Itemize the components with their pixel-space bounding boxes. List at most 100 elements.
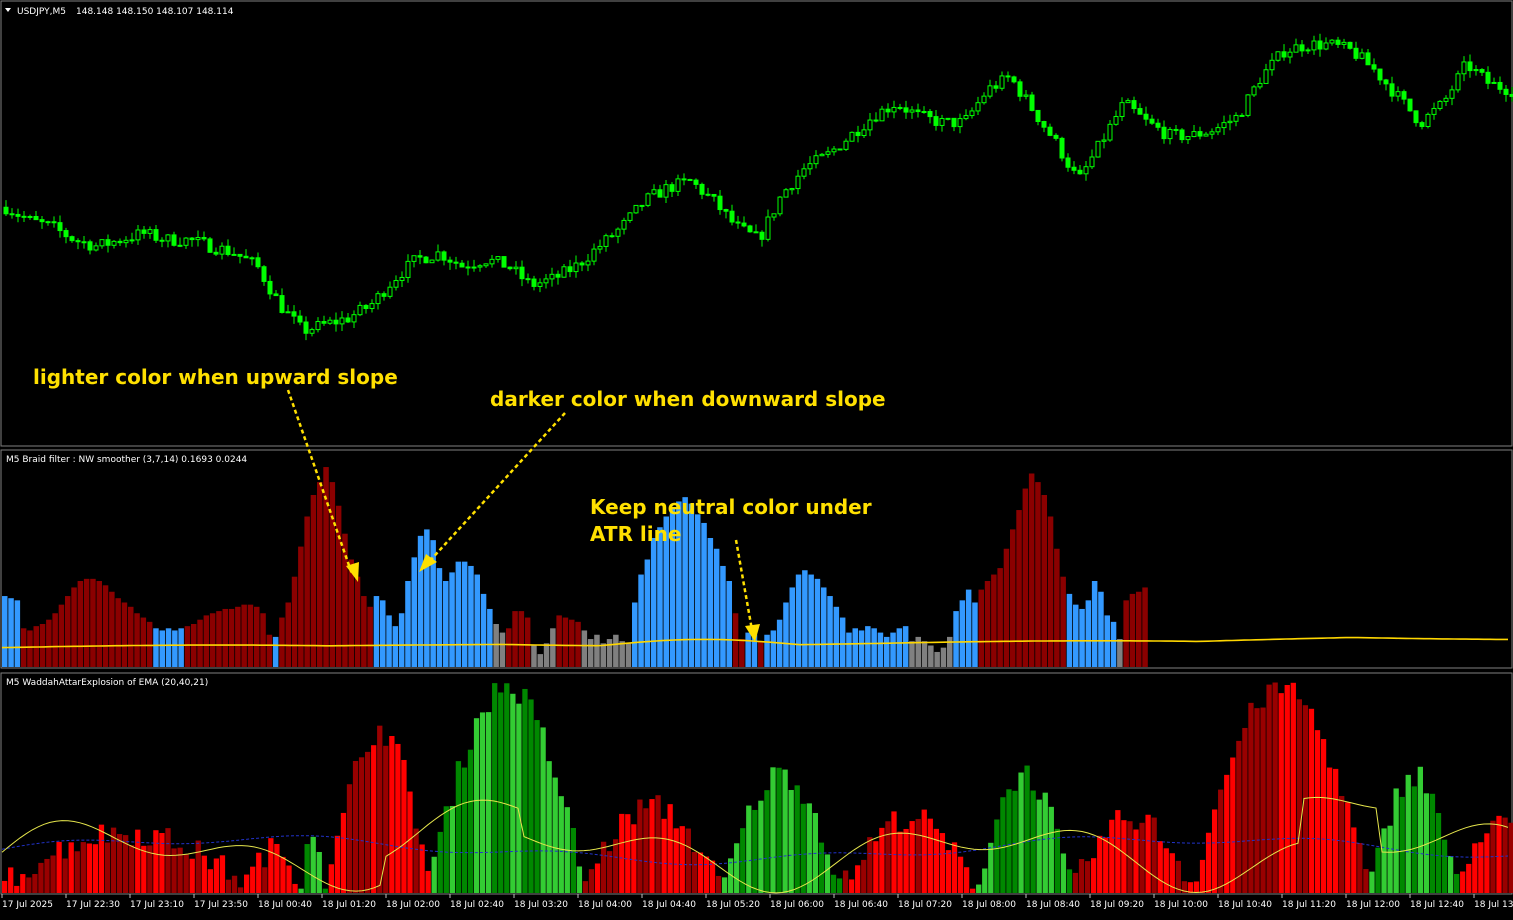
wae-bar <box>377 725 383 893</box>
arrow-darker <box>426 412 566 565</box>
triangle-down-icon[interactable] <box>5 8 11 12</box>
braid-bar <box>8 598 14 667</box>
braid-bar <box>827 596 833 667</box>
candle-body <box>267 280 273 295</box>
candle-body <box>483 263 489 267</box>
annotation-neutral-2: ATR line <box>590 522 681 546</box>
wae-bar <box>116 834 123 893</box>
candle-body <box>747 225 753 233</box>
wae-bar <box>619 813 625 893</box>
annotation-darker: darker color when downward slope <box>490 387 886 411</box>
braid-bar <box>594 634 600 667</box>
candle-body <box>1089 156 1095 168</box>
wae-bar <box>1508 822 1513 893</box>
wae-bar <box>794 785 800 893</box>
wae-bar <box>280 856 286 893</box>
wae-bar <box>1272 682 1278 893</box>
wae-bar <box>1012 790 1018 893</box>
braid-bar <box>77 581 84 667</box>
wae-bar <box>171 848 177 893</box>
braid-bar <box>770 630 777 667</box>
candle-body <box>789 188 795 191</box>
wae-bar <box>667 804 673 893</box>
wae-deadzone-line <box>1 835 1509 866</box>
braid-bar <box>260 613 266 667</box>
candle-body <box>465 266 471 269</box>
wae-bar <box>836 878 843 893</box>
candle-body <box>1143 113 1149 120</box>
candle-body <box>585 260 591 266</box>
symbol-label: USDJPY,M5 <box>17 7 66 17</box>
time-label: 17 Jul 2025 <box>2 900 53 910</box>
time-label: 18 Jul 11:20 <box>1282 900 1336 910</box>
candle-body <box>99 239 105 247</box>
braid-bar <box>896 628 903 667</box>
wae-bar <box>256 852 262 893</box>
braid-bar <box>46 619 52 667</box>
candle-body <box>1269 59 1275 71</box>
wae-bar <box>365 751 371 893</box>
candle-body <box>1365 52 1371 66</box>
wae-bar <box>92 844 99 893</box>
braid-bar <box>159 630 165 667</box>
braid-bar <box>153 628 159 667</box>
candle-body <box>645 193 651 206</box>
wae-bar <box>14 885 20 893</box>
wae-bar <box>643 808 649 893</box>
wae-bar <box>734 843 740 893</box>
braid-bar <box>537 654 543 667</box>
wae-bar <box>401 759 407 893</box>
time-label: 17 Jul 23:10 <box>130 900 184 910</box>
wae-bar <box>1133 829 1139 893</box>
wae-bar <box>237 887 244 893</box>
wae-bar <box>746 805 752 893</box>
braid-bar <box>266 634 273 667</box>
braid-bar <box>39 624 46 667</box>
wae-bar <box>558 796 564 893</box>
candle-body <box>417 255 423 258</box>
wae-bar <box>38 862 44 893</box>
candle-body <box>1077 169 1083 175</box>
candle-body <box>549 273 555 280</box>
braid-bar <box>411 557 417 667</box>
wae-bar <box>800 803 806 893</box>
braid-bar <box>178 628 184 667</box>
braid-bar <box>940 647 947 667</box>
candle-body <box>1233 114 1239 122</box>
wae-bar <box>1163 848 1169 893</box>
braid-bar <box>222 608 228 667</box>
candle-body <box>1473 69 1479 72</box>
candle-body <box>939 118 945 126</box>
wae-bar <box>915 818 921 893</box>
wae-bar <box>661 818 667 893</box>
candle-body <box>393 280 399 288</box>
main-panel-frame <box>0 0 1513 447</box>
braid-bar <box>417 535 424 667</box>
candle-body <box>735 221 741 224</box>
braid-bar <box>102 585 109 667</box>
candle-body <box>957 118 963 128</box>
candle-body <box>519 266 525 280</box>
candle-body <box>897 106 903 109</box>
braid-bar <box>83 578 90 667</box>
wae-bar <box>885 821 891 893</box>
wae-bar <box>153 830 159 893</box>
wae-bar <box>316 851 322 893</box>
braid-bar <box>921 641 928 667</box>
candle-body <box>1155 122 1161 128</box>
braid-bar <box>90 578 96 667</box>
braid-bar <box>884 636 890 667</box>
braid-bar <box>581 630 588 667</box>
braid-bar <box>487 608 493 667</box>
candle-body <box>525 278 531 281</box>
annotation-lighter: lighter color when upward slope <box>33 365 398 389</box>
candle-body <box>981 95 987 104</box>
candle-body <box>351 314 357 323</box>
wae-bar <box>685 828 691 893</box>
candle-body <box>1125 100 1131 104</box>
braid-bar <box>335 505 342 667</box>
braid-bar <box>272 636 279 667</box>
wae-bar <box>141 845 147 893</box>
